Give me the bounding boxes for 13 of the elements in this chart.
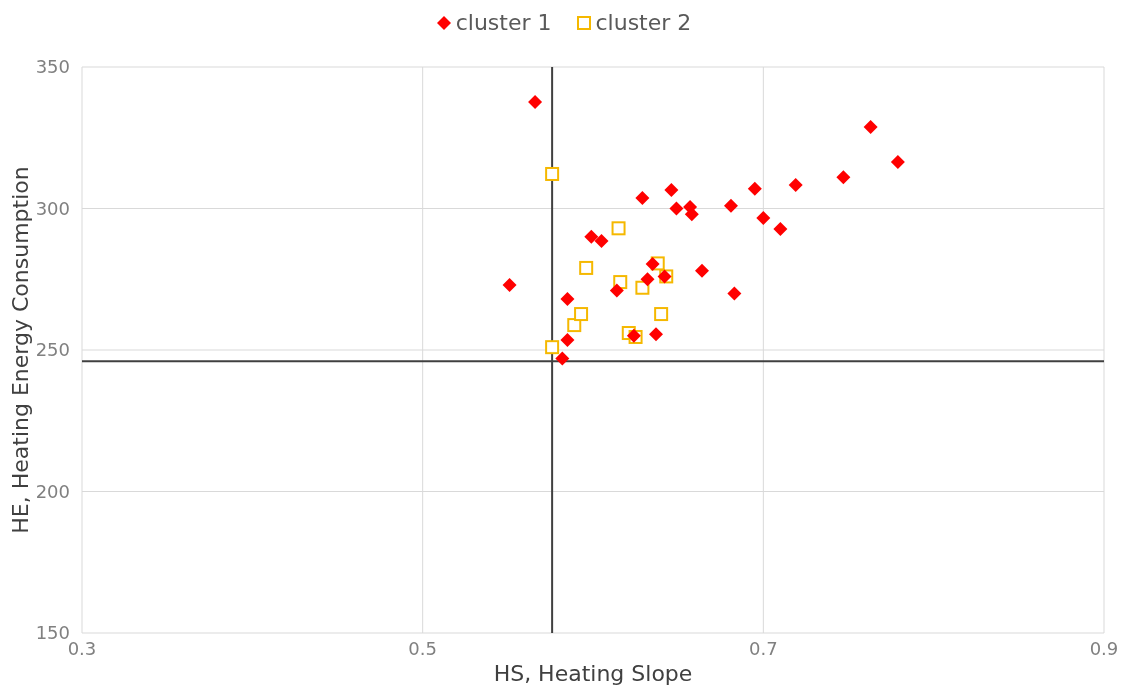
y-axis-title: HE, Heating Energy Consumption [7, 166, 33, 534]
x-tick-label: 0.3 [67, 638, 97, 659]
x-tick-label: 0.7 [749, 638, 778, 659]
x-axis-title: HS, Heating Slope [493, 661, 693, 686]
y-tick-label: 350 [35, 56, 70, 77]
legend-label: cluster 1 [455, 10, 552, 35]
y-tick-label: 150 [35, 622, 70, 643]
y-tick-label: 250 [35, 339, 70, 360]
y-tick-label: 200 [35, 480, 70, 502]
x-tick-label: 0.9 [1089, 638, 1119, 659]
legend-label: cluster 2 [595, 10, 692, 35]
x-tick-label: 0.5 [408, 638, 437, 659]
y-tick-label: 300 [35, 197, 70, 219]
